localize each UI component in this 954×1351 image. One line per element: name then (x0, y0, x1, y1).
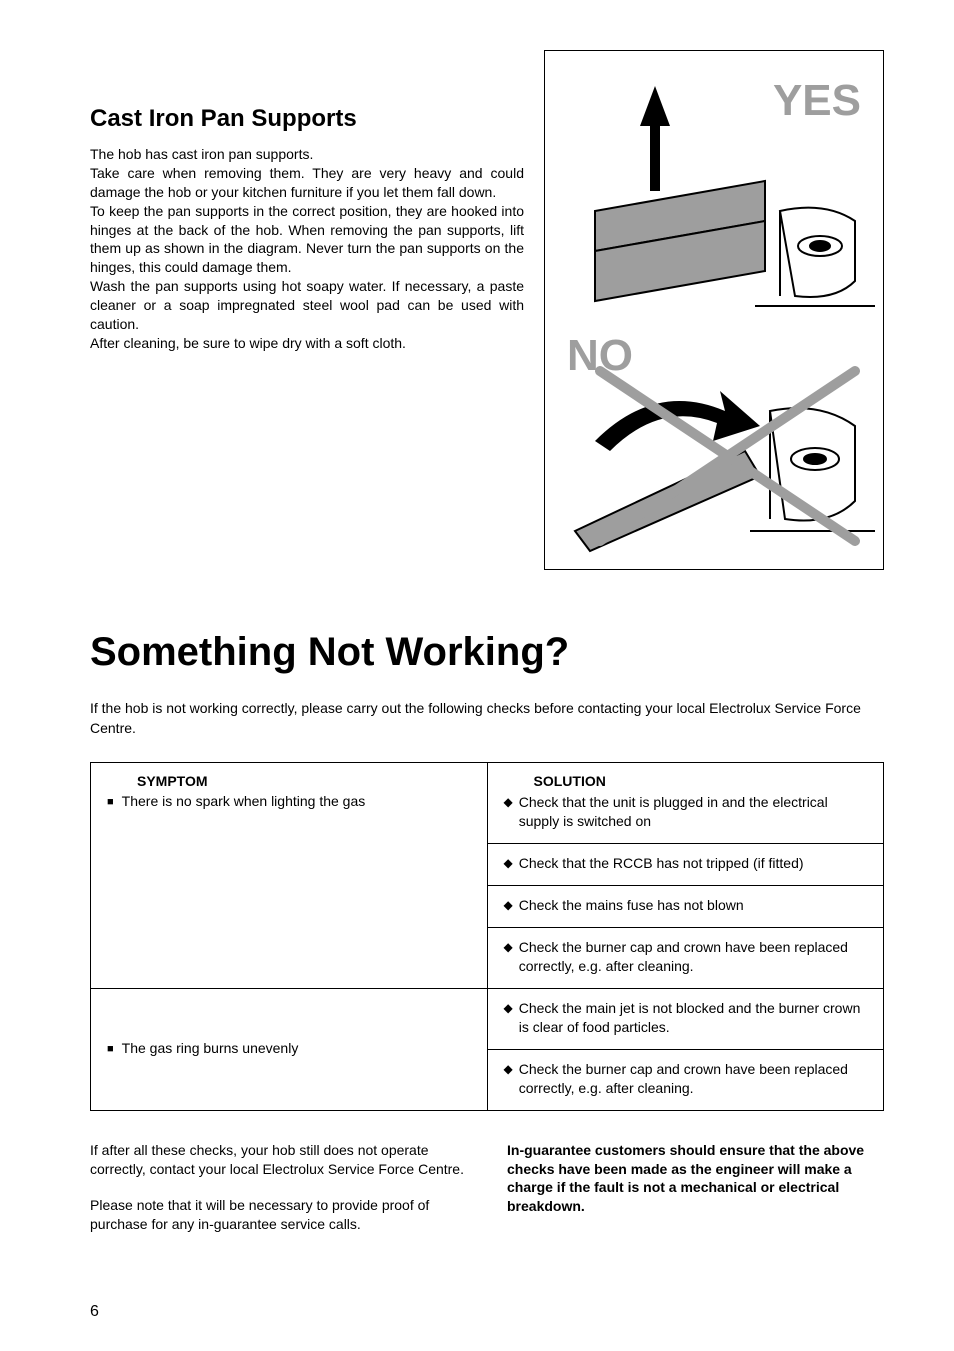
solution-item: Check the main jet is not blocked and th… (504, 999, 868, 1037)
yes-illustration (555, 71, 875, 321)
solution-cell: Check that the RCCB has not tripped (if … (487, 843, 884, 885)
symptom-cell: The gas ring burns unevenly (91, 989, 488, 1111)
footer-para-bold: In-guarantee customers should ensure tha… (507, 1141, 884, 1217)
solution-item: Check the burner cap and crown have been… (504, 938, 868, 976)
page-number: 6 (90, 1303, 99, 1321)
solution-item: Check the burner cap and crown have been… (504, 1060, 868, 1098)
footer-left: If after all these checks, your hob stil… (90, 1141, 467, 1235)
solution-item: Check that the RCCB has not tripped (if … (504, 854, 868, 873)
diagram-column: YES NO (544, 50, 884, 570)
pan-support-diagram: YES NO (544, 50, 884, 570)
table-row: SYMPTOM There is no spark when lighting … (91, 763, 884, 844)
para: To keep the pan supports in the correct … (90, 202, 524, 278)
solution-cell: SOLUTION Check that the unit is plugged … (487, 763, 884, 844)
footer-columns: If after all these checks, your hob stil… (90, 1141, 884, 1235)
no-illustration (555, 341, 875, 561)
table-row: The gas ring burns unevenly Check the ma… (91, 989, 884, 1050)
section-body: The hob has cast iron pan supports. Take… (90, 145, 524, 353)
para: After cleaning, be sure to wipe dry with… (90, 334, 524, 353)
solution-cell: Check the main jet is not blocked and th… (487, 989, 884, 1050)
symptom-cell: SYMPTOM There is no spark when lighting … (91, 763, 488, 989)
solution-item: Check the mains fuse has not blown (504, 896, 868, 915)
symptom-header: SYMPTOM (137, 773, 471, 789)
footer-right: In-guarantee customers should ensure tha… (507, 1141, 884, 1235)
symptom-text: The gas ring burns unevenly (107, 1040, 298, 1056)
symptom-text: There is no spark when lighting the gas (107, 793, 365, 809)
footer-para: Please note that it will be necessary to… (90, 1196, 467, 1234)
solution-cell: Check the burner cap and crown have been… (487, 1049, 884, 1110)
troubleshoot-table: SYMPTOM There is no spark when lighting … (90, 762, 884, 1111)
text-column: Cast Iron Pan Supports The hob has cast … (90, 105, 524, 570)
solution-cell: Check the burner cap and crown have been… (487, 928, 884, 989)
footer-para: If after all these checks, your hob stil… (90, 1141, 467, 1179)
solution-cell: Check the mains fuse has not blown (487, 886, 884, 928)
top-region: Cast Iron Pan Supports The hob has cast … (90, 105, 884, 570)
troubleshoot-intro: If the hob is not working correctly, ple… (90, 699, 884, 738)
section-title: Cast Iron Pan Supports (90, 105, 524, 133)
para: The hob has cast iron pan supports. (90, 145, 524, 164)
troubleshoot-title: Something Not Working? (90, 630, 884, 675)
solution-item: Check that the unit is plugged in and th… (504, 793, 868, 831)
para: Wash the pan supports using hot soapy wa… (90, 277, 524, 334)
para: Take care when removing them. They are v… (90, 164, 524, 202)
solution-header: SOLUTION (534, 773, 868, 789)
